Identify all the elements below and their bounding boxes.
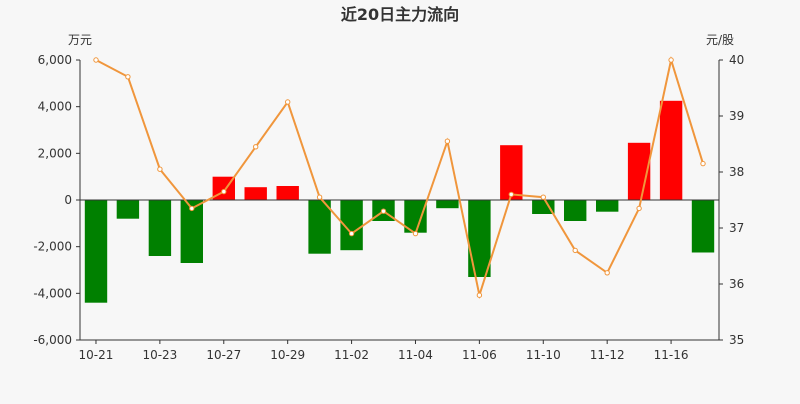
flow-bar: [468, 200, 491, 277]
x-tick-label: 11-10: [526, 348, 561, 362]
x-tick-label: 11-02: [334, 348, 369, 362]
price-line-series: [93, 56, 706, 300]
price-point: [189, 205, 195, 212]
price-point: [668, 57, 674, 63]
flow-bar: [564, 200, 587, 221]
price-point: [540, 194, 546, 200]
price-point: [93, 57, 99, 63]
left-axis-unit: 万元: [68, 33, 92, 47]
chart-title: 近20日主力流向: [341, 5, 459, 24]
x-tick-label: 11-16: [654, 348, 689, 362]
flow-bar: [691, 200, 715, 253]
price-point: [221, 188, 227, 195]
price-point: [253, 144, 259, 150]
flow-bar: [116, 200, 140, 219]
flow-bar: [404, 200, 427, 233]
price-point: [476, 292, 483, 298]
left-tick-label: -6,000: [33, 333, 72, 347]
x-tick-label: 11-04: [398, 348, 433, 362]
left-tick-label: -4,000: [33, 286, 72, 300]
flow-bar: [532, 200, 555, 214]
flow-bar: [308, 200, 331, 254]
flow-bar: [500, 145, 523, 200]
price-point: [508, 191, 514, 198]
flow-bar: [276, 186, 299, 200]
right-tick-label: 39: [729, 109, 744, 123]
price-point: [380, 208, 387, 214]
price-point: [157, 166, 163, 172]
bar-series: [84, 100, 715, 303]
price-point: [444, 138, 451, 144]
price-point: [125, 74, 131, 80]
left-tick-label: 0: [64, 193, 72, 207]
right-tick-label: 35: [729, 333, 744, 347]
x-tick-label: 10-27: [206, 348, 241, 362]
price-point: [285, 99, 291, 105]
left-tick-label: -2,000: [33, 240, 72, 254]
price-point: [316, 194, 323, 200]
x-tick-label: 10-21: [79, 348, 114, 362]
price-line: [95, 56, 704, 300]
flow-bar: [180, 200, 203, 263]
x-tick-label: 11-06: [462, 348, 497, 362]
right-tick-label: 37: [729, 221, 744, 235]
x-tick-label: 10-23: [142, 348, 177, 362]
price-point: [636, 205, 642, 212]
flow-bar: [84, 200, 108, 303]
price-point: [412, 230, 419, 237]
flow-bar: [148, 200, 172, 256]
price-point: [700, 160, 706, 167]
price-point: [604, 270, 610, 276]
flow-bar: [596, 200, 619, 212]
right-axis-unit: 元/股: [706, 33, 734, 47]
right-tick-label: 36: [729, 277, 744, 291]
axes: 6,000 4,000 2,000 0 -2,000 -4,000 -6,000 40 39 38…: [33, 53, 744, 362]
x-tick-label: 11-12: [590, 348, 625, 362]
x-tick-label: 10-29: [270, 348, 305, 362]
flow-bar: [340, 200, 363, 251]
right-tick-label: 40: [729, 53, 744, 67]
left-tick-label: 2,000: [38, 146, 72, 160]
left-tick-label: 4,000: [38, 100, 72, 114]
left-tick-label: 6,000: [38, 53, 72, 67]
right-tick-label: 38: [729, 165, 744, 179]
flow-bar: [659, 100, 683, 200]
flow-bar: [436, 200, 459, 209]
price-point: [348, 230, 355, 237]
price-point: [572, 247, 578, 254]
flow-bar: [244, 187, 267, 200]
